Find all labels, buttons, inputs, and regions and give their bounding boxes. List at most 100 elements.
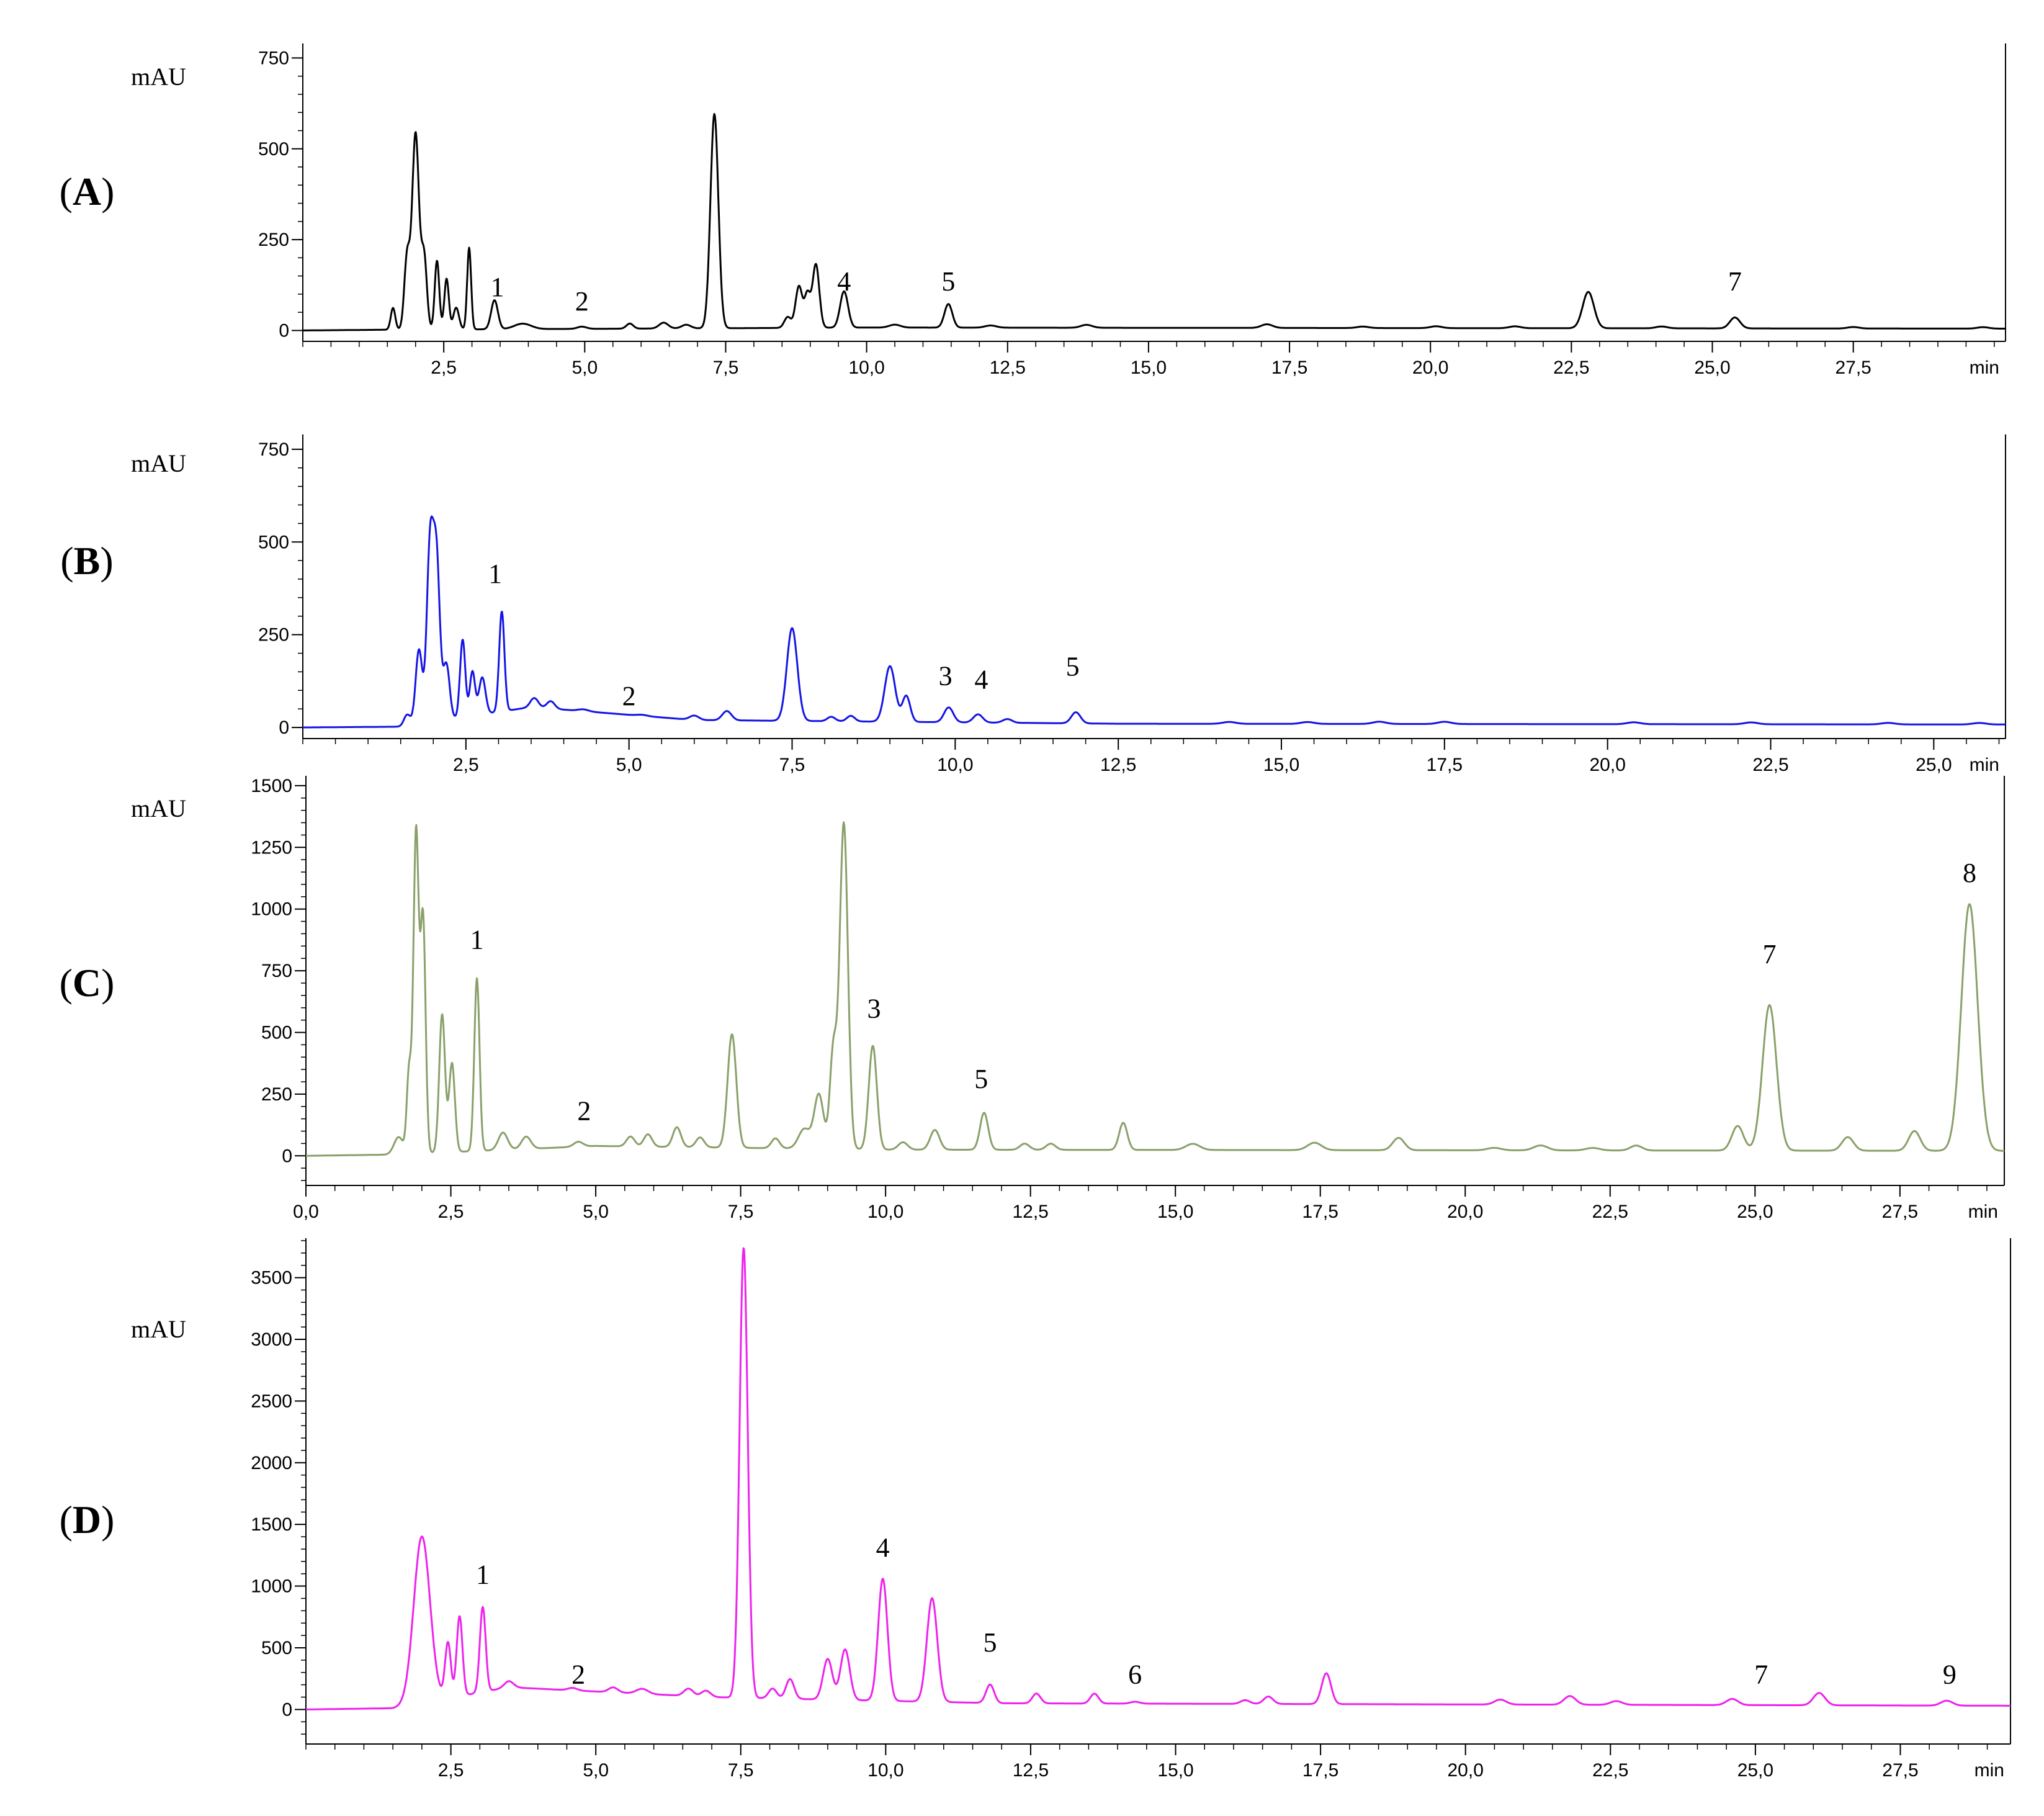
x-tick-label: 17,5	[1302, 1760, 1338, 1781]
x-axis-label: min	[1968, 1202, 1998, 1222]
x-tick-label: 22,5	[1553, 357, 1589, 378]
y-tick-label: 1500	[251, 776, 292, 796]
y-tick-label: 0	[279, 320, 289, 341]
x-tick-label: 20,0	[1447, 1202, 1483, 1222]
peak-label-1: 1	[476, 1560, 490, 1590]
peak-label-1: 1	[488, 559, 502, 589]
peak-label-6: 6	[1128, 1660, 1142, 1690]
peak-label-7: 7	[1763, 939, 1777, 969]
panel-label: (D)	[60, 1498, 115, 1542]
y-tick-label: 3000	[251, 1329, 292, 1350]
panel-label: (C)	[60, 961, 115, 1005]
panel-label: (A)	[60, 169, 115, 214]
x-tick-label: 12,5	[1013, 1760, 1049, 1781]
peak-label-1: 1	[490, 272, 504, 302]
peak-label-2: 2	[575, 286, 589, 317]
panel-label-open: (	[60, 961, 73, 1005]
x-tick-label: 10,0	[867, 1202, 903, 1222]
x-tick-label: 7,5	[728, 1760, 754, 1781]
y-tick-label: 500	[261, 1022, 292, 1043]
x-tick-label: 10,0	[937, 755, 973, 775]
panel-label-open: (	[60, 169, 73, 214]
x-tick-label: 12,5	[1012, 1202, 1048, 1222]
y-tick-label: 750	[258, 439, 289, 460]
panel-label-letter: B	[74, 539, 101, 583]
panel-label-open: (	[60, 539, 73, 583]
y-tick-label: 1250	[251, 837, 292, 858]
y-tick-label: 0	[282, 1699, 292, 1720]
peak-label-2: 2	[572, 1660, 585, 1690]
x-tick-label: 25,0	[1694, 357, 1730, 378]
y-tick-label: 1500	[251, 1514, 292, 1535]
panel-label-letter: A	[73, 169, 101, 214]
x-axis-label: min	[1970, 357, 1999, 378]
x-tick-label: 15,0	[1131, 357, 1167, 378]
y-axis-label: mAU	[131, 449, 186, 477]
panel-label-open: (	[60, 1498, 73, 1542]
peak-label-7: 7	[1754, 1660, 1768, 1690]
x-tick-label: 7,5	[779, 755, 805, 775]
x-tick-label: 25,0	[1737, 1760, 1773, 1781]
peak-label-1: 1	[470, 924, 484, 955]
x-tick-label: 5,0	[572, 357, 598, 378]
x-tick-label: 22,5	[1592, 1202, 1628, 1222]
panel-label-letter: C	[73, 961, 101, 1005]
series-line	[302, 113, 2006, 331]
x-tick-label: 5,0	[583, 1760, 609, 1781]
y-tick-label: 1000	[251, 899, 292, 920]
peak-label-5: 5	[974, 1064, 988, 1094]
x-axis-label: min	[1970, 755, 1999, 775]
peak-label-5: 5	[1066, 651, 1080, 681]
chart-panel-c: (C) mAU 0 250 500 750 1000 1250 1500 0,0 2,5 5,0 7,5…	[60, 776, 2005, 1222]
x-tick-label: 10,0	[848, 357, 884, 378]
x-tick-label: 17,5	[1271, 357, 1307, 378]
series-line	[305, 821, 2005, 1157]
y-tick-label: 0	[279, 717, 289, 738]
peak-label-5: 5	[984, 1627, 997, 1658]
y-tick-label: 2000	[251, 1453, 292, 1473]
x-tick-label: 7,5	[728, 1202, 754, 1222]
x-tick-label: 2,5	[431, 357, 457, 378]
chart-panel-b: (B) mAU 0 250 500 750 2,5 5,0 7,5 10,0 12,5 15,0 17,…	[60, 434, 2006, 775]
x-tick-label: 12,5	[990, 357, 1026, 378]
x-tick-label: 27,5	[1882, 1760, 1918, 1781]
y-tick-label: 750	[258, 48, 289, 68]
panel-label: (B)	[60, 539, 113, 583]
y-tick-label: 500	[258, 139, 289, 160]
series-line	[302, 515, 2006, 729]
y-tick-label: 1000	[251, 1576, 292, 1597]
y-tick-label: 0	[282, 1146, 292, 1166]
y-tick-label: 250	[258, 625, 289, 645]
x-tick-label: 25,0	[1916, 755, 1952, 775]
x-tick-label: 17,5	[1427, 755, 1463, 775]
x-tick-label: 15,0	[1157, 1202, 1193, 1222]
y-tick-label: 3500	[251, 1268, 292, 1288]
x-tick-label: 10,0	[867, 1760, 903, 1781]
x-tick-label: 20,0	[1448, 1760, 1484, 1781]
x-tick-label: 2,5	[453, 755, 479, 775]
series-line	[305, 1247, 2011, 1710]
x-axis-label: min	[1975, 1760, 2004, 1781]
chart-panel-a: (A) mAU 0 250 500 750 2,5 5,0 7,5 10,0 12,5 15,0 17,…	[60, 43, 2006, 378]
x-tick-label: 15,0	[1263, 755, 1299, 775]
panel-label-close: )	[101, 169, 114, 214]
y-tick-label: 250	[258, 230, 289, 250]
x-tick-label: 20,0	[1589, 755, 1625, 775]
y-tick-label: 2500	[251, 1391, 292, 1411]
x-tick-label: 5,0	[583, 1202, 609, 1222]
peak-label-3: 3	[867, 994, 881, 1024]
y-tick-label: 250	[261, 1084, 292, 1105]
y-tick-label: 750	[261, 961, 292, 981]
chart-panel-d: (D) mAU 0 500 1000 1500 2000 2500 3000 3500 2,5 5,0…	[60, 1238, 2011, 1781]
y-axis-label: mAU	[131, 63, 186, 91]
panel-label-close: )	[100, 539, 113, 583]
x-tick-label: 22,5	[1592, 1760, 1628, 1781]
peak-label-2: 2	[622, 681, 636, 711]
peak-label-7: 7	[1728, 266, 1742, 297]
y-axis-label: mAU	[131, 1315, 186, 1343]
x-tick-label: 25,0	[1737, 1202, 1773, 1222]
panel-label-close: )	[101, 1498, 114, 1542]
peak-label-3: 3	[939, 660, 953, 691]
peak-label-4: 4	[837, 266, 851, 297]
